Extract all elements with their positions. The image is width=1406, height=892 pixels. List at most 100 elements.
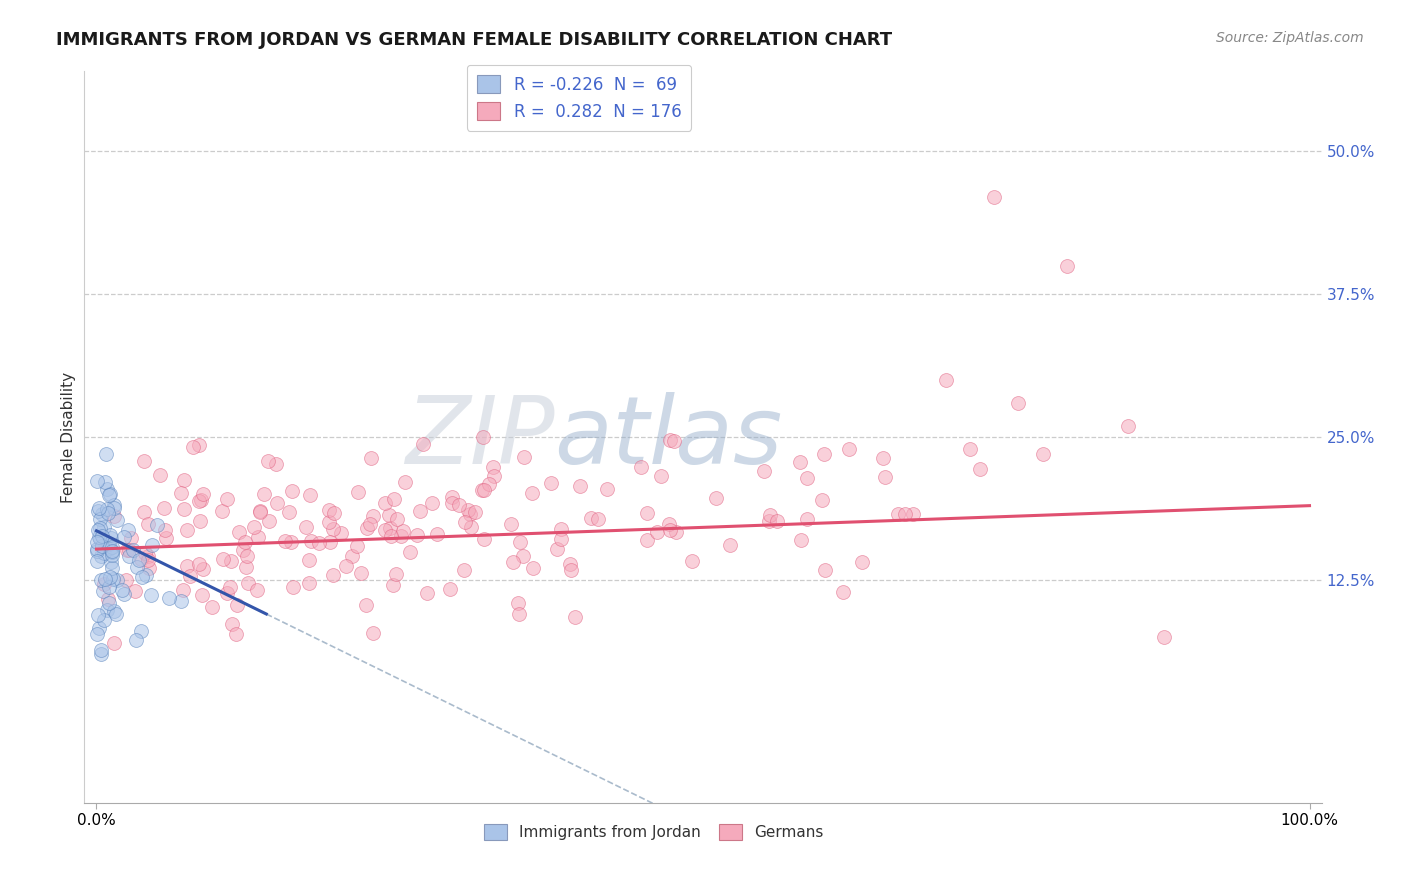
Point: [101, 541, 124, 555]
Point: [141, 537, 163, 551]
Point: [811, 492, 834, 507]
Point: [173, 502, 195, 516]
Point: [101, 545, 124, 559]
Point: [277, 506, 299, 520]
Point: [664, 434, 686, 448]
Point: [506, 597, 529, 611]
Point: [796, 512, 818, 526]
Point: [93, 546, 115, 560]
Point: [758, 514, 780, 528]
Point: [378, 508, 401, 522]
Point: [215, 491, 238, 506]
Point: [91, 529, 114, 543]
Point: [758, 508, 780, 523]
Point: [665, 524, 688, 539]
Point: [482, 468, 505, 483]
Point: [508, 607, 530, 621]
Text: Source: ZipAtlas.com: Source: ZipAtlas.com: [1216, 31, 1364, 45]
Point: [472, 430, 495, 444]
Point: [138, 561, 160, 575]
Point: [1007, 396, 1029, 410]
Point: [765, 514, 787, 528]
Point: [225, 598, 247, 612]
Point: [89, 521, 111, 535]
Point: [471, 483, 494, 497]
Point: [564, 609, 586, 624]
Point: [103, 509, 125, 524]
Point: [381, 577, 404, 591]
Point: [98, 570, 121, 584]
Point: [247, 529, 270, 543]
Point: [139, 588, 162, 602]
Point: [86, 541, 108, 556]
Point: [131, 570, 153, 584]
Point: [378, 521, 401, 535]
Point: [1116, 418, 1139, 433]
Point: [440, 490, 463, 504]
Point: [464, 505, 486, 519]
Text: atlas: atlas: [554, 392, 783, 483]
Point: [242, 520, 264, 534]
Point: [212, 552, 235, 566]
Point: [340, 549, 363, 564]
Point: [439, 582, 461, 596]
Point: [513, 450, 536, 464]
Point: [630, 459, 652, 474]
Point: [389, 529, 412, 543]
Point: [118, 542, 141, 557]
Point: [125, 632, 148, 647]
Point: [658, 517, 681, 532]
Point: [322, 506, 344, 520]
Point: [228, 525, 250, 540]
Point: [104, 607, 127, 622]
Point: [87, 529, 110, 543]
Point: [153, 523, 176, 537]
Point: [790, 533, 813, 547]
Point: [132, 454, 155, 468]
Point: [382, 492, 405, 507]
Point: [98, 487, 121, 501]
Point: [935, 373, 957, 387]
Point: [447, 498, 470, 512]
Point: [103, 636, 125, 650]
Point: [658, 434, 681, 448]
Point: [420, 496, 443, 510]
Point: [522, 486, 544, 500]
Point: [96, 502, 118, 516]
Point: [86, 474, 108, 488]
Point: [873, 470, 896, 484]
Point: [117, 523, 139, 537]
Point: [374, 495, 396, 509]
Point: [399, 545, 422, 559]
Point: [90, 642, 112, 657]
Point: [322, 567, 344, 582]
Point: [246, 582, 269, 597]
Point: [101, 560, 124, 574]
Point: [550, 533, 572, 547]
Point: [193, 487, 215, 501]
Point: [454, 515, 477, 529]
Point: [361, 626, 384, 640]
Point: [176, 523, 198, 537]
Point: [512, 549, 534, 563]
Point: [221, 617, 243, 632]
Point: [86, 543, 108, 558]
Text: ZIP: ZIP: [405, 392, 554, 483]
Point: [124, 583, 146, 598]
Point: [1032, 447, 1054, 461]
Point: [136, 549, 159, 563]
Point: [153, 501, 176, 516]
Point: [190, 493, 212, 508]
Point: [127, 560, 149, 574]
Point: [650, 468, 672, 483]
Point: [838, 442, 860, 456]
Point: [509, 535, 531, 549]
Point: [155, 531, 177, 545]
Point: [636, 533, 658, 548]
Point: [136, 553, 159, 567]
Point: [346, 484, 368, 499]
Point: [360, 450, 382, 465]
Point: [148, 467, 170, 482]
Point: [789, 455, 811, 469]
Point: [111, 582, 134, 597]
